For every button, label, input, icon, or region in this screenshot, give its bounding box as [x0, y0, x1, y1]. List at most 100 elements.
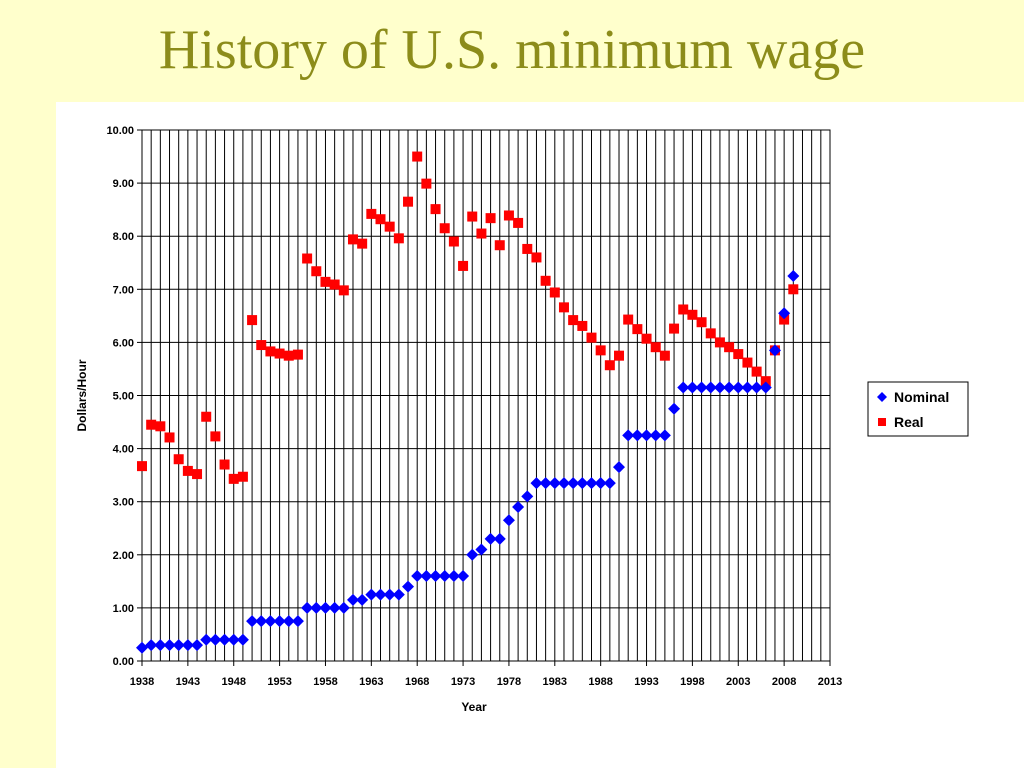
nominal-point — [291, 615, 304, 628]
nominal-point — [778, 307, 791, 320]
nominal-point — [466, 548, 479, 561]
nominal-point — [438, 570, 451, 583]
axes: 0.00 1.00 2.00 3.00 4.00 5.00 6.00 7.00 8.00 9.00… — [75, 125, 842, 714]
nominal-point — [273, 615, 286, 628]
nominal-point — [741, 381, 754, 394]
nominal-point — [539, 477, 552, 490]
real-point — [476, 228, 487, 239]
y-tick-label: 5.00 — [113, 391, 134, 403]
grid — [141, 129, 831, 662]
real-point — [375, 214, 386, 225]
real-point — [742, 357, 753, 368]
y-tick-label: 7.00 — [113, 284, 134, 296]
chart-panel: 0.00 1.00 2.00 3.00 4.00 5.00 6.00 7.00 8.00 9.00… — [56, 102, 1024, 768]
nominal-point — [649, 429, 662, 442]
nominal-point — [365, 588, 378, 601]
real-point — [201, 411, 212, 422]
real-point — [366, 208, 377, 219]
real-point — [724, 342, 735, 353]
real-point — [192, 469, 203, 480]
nominal-point — [704, 381, 717, 394]
real-point — [568, 315, 579, 326]
legend: Nominal Real — [867, 381, 969, 437]
x-tick-label: 1943 — [176, 676, 200, 688]
x-tick-label: 2008 — [772, 676, 796, 688]
data-points — [136, 151, 800, 654]
nominal-point — [658, 429, 671, 442]
nominal-point — [447, 570, 460, 583]
real-point — [659, 350, 670, 361]
real-point — [393, 233, 404, 244]
nominal-point — [402, 580, 415, 593]
real-point — [320, 276, 331, 287]
nominal-point — [640, 429, 653, 442]
real-point — [522, 243, 533, 254]
legend-real-label: Real — [894, 414, 924, 430]
x-tick-label: 1938 — [130, 676, 154, 688]
real-point — [210, 431, 221, 442]
nominal-point — [622, 429, 635, 442]
x-tick-label: 1978 — [497, 676, 521, 688]
x-tick-label: 2003 — [726, 676, 750, 688]
nominal-point — [246, 615, 259, 628]
x-tick-label: 1953 — [267, 676, 291, 688]
real-point — [733, 349, 744, 360]
real-point — [540, 275, 551, 286]
real-point — [347, 234, 358, 245]
y-tick-label: 8.00 — [113, 231, 134, 243]
real-point — [403, 196, 414, 207]
real-point — [146, 419, 157, 430]
nominal-point — [557, 477, 570, 490]
y-tick-label: 4.00 — [113, 444, 134, 456]
nominal-point — [181, 639, 194, 652]
nominal-point — [457, 570, 470, 583]
real-point — [779, 314, 790, 325]
real-point — [292, 349, 303, 360]
y-tick-label: 0.00 — [113, 656, 134, 668]
real-point — [760, 376, 771, 387]
legend-nominal-marker — [877, 392, 887, 402]
real-point — [788, 284, 799, 295]
real-point — [283, 350, 294, 361]
nominal-point — [530, 477, 543, 490]
real-point — [329, 279, 340, 290]
nominal-point — [191, 639, 204, 652]
legend-real-marker — [878, 418, 886, 426]
nominal-point — [695, 381, 708, 394]
nominal-point — [209, 633, 222, 646]
x-tick-label: 2013 — [818, 676, 842, 688]
nominal-point — [759, 381, 772, 394]
real-point — [338, 285, 349, 296]
real-point — [237, 471, 248, 482]
nominal-point — [613, 461, 626, 474]
real-point — [384, 221, 395, 232]
x-tick-label: 1968 — [405, 676, 429, 688]
real-point — [421, 178, 432, 189]
real-point — [182, 465, 193, 476]
nominal-point — [502, 514, 515, 527]
nominal-point — [713, 381, 726, 394]
legend-nominal-label: Nominal — [894, 389, 949, 405]
y-tick-label: 3.00 — [113, 497, 134, 509]
nominal-point — [328, 601, 341, 614]
nominal-point — [493, 532, 506, 545]
real-point — [513, 217, 524, 228]
real-point — [531, 252, 542, 263]
real-point — [164, 432, 175, 443]
nominal-point — [677, 381, 690, 394]
nominal-point — [301, 601, 314, 614]
nominal-point — [374, 588, 387, 601]
real-point — [595, 345, 606, 356]
real-point — [641, 333, 652, 344]
real-point — [669, 323, 680, 334]
real-point — [302, 253, 313, 264]
nominal-point — [668, 402, 681, 415]
real-point — [219, 459, 230, 470]
nominal-point — [548, 477, 561, 490]
x-tick-label: 1948 — [221, 676, 245, 688]
real-point — [714, 337, 725, 348]
nominal-point — [356, 593, 369, 606]
nominal-point — [576, 477, 589, 490]
y-tick-label: 6.00 — [113, 337, 134, 349]
real-point — [430, 204, 441, 215]
